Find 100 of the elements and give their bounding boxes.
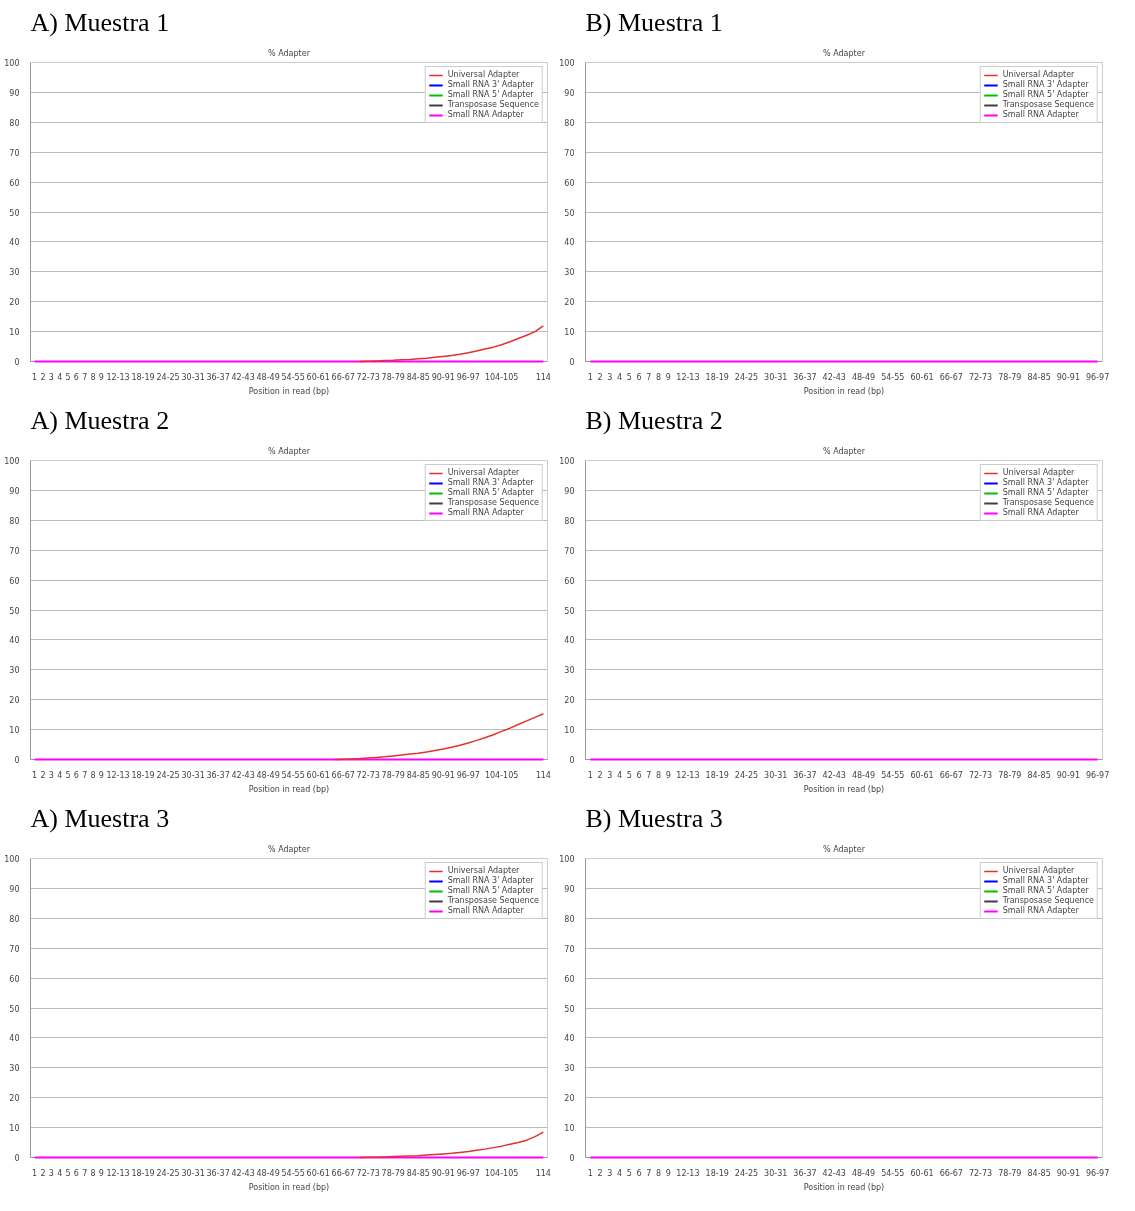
y-tick-label: 80 — [564, 118, 575, 128]
x-tick-label: 12-13 — [676, 372, 700, 382]
x-tick-label: 1 — [587, 1168, 593, 1178]
x-tick-label: 6 — [636, 1168, 642, 1178]
x-tick-label: 18-19 — [131, 372, 155, 382]
chart-subtitle: % Adapter — [823, 48, 866, 58]
x-tick-label: 12-13 — [106, 770, 130, 780]
x-tick-label: 54-55 — [881, 1168, 905, 1178]
x-tick-label: 8 — [656, 770, 662, 780]
x-tick-label: 7 — [82, 770, 88, 780]
x-tick-label: 42-43 — [231, 372, 255, 382]
x-tick-label: 3 — [607, 1168, 613, 1178]
legend-label: Small RNA 3' Adapter — [447, 478, 534, 487]
x-tick-label: 18-19 — [131, 770, 155, 780]
x-tick-label: 1 — [32, 1168, 38, 1178]
x-tick-label: 5 — [65, 372, 71, 382]
x-tick-label: 48-49 — [851, 770, 876, 780]
chart-title: A) Muestra 2 — [30, 405, 170, 435]
y-tick-label: 20 — [9, 1094, 20, 1104]
x-tick-label: 2 — [597, 770, 603, 780]
y-tick-label: 80 — [564, 516, 575, 526]
y-tick-label: 90 — [564, 486, 575, 496]
x-tick-label: 78-79 — [998, 372, 1022, 382]
x-tick-label: 78-79 — [998, 770, 1022, 780]
y-tick-label: 60 — [564, 178, 575, 188]
y-tick-label: 70 — [564, 944, 575, 954]
x-tick-label: 6 — [73, 1168, 79, 1178]
y-tick-label: 100 — [559, 457, 575, 466]
x-tick-label: 8 — [656, 1168, 662, 1178]
x-tick-label: 66-67 — [939, 1168, 963, 1178]
y-tick-label: 90 — [9, 88, 20, 98]
x-tick-label: 60-61 — [910, 770, 934, 780]
x-tick-label: 90-91 — [1056, 1168, 1080, 1178]
x-tick-label: 18-19 — [705, 372, 729, 382]
x-tick-label: 36-37 — [793, 770, 817, 780]
x-tick-label: 114 — [535, 770, 551, 780]
chart-title: B) Muestra 1 — [585, 7, 723, 37]
x-tick-label: 42-43 — [822, 372, 846, 382]
legend-label: Small RNA 5' Adapter — [447, 488, 534, 497]
legend-label: Small RNA 5' Adapter — [1002, 90, 1089, 99]
legend-label: Small RNA 3' Adapter — [447, 80, 534, 89]
legend-label: Transposase Sequence — [447, 498, 539, 507]
x-tick-label: 7 — [82, 372, 88, 382]
y-tick-label: 20 — [564, 298, 575, 308]
y-tick-label: 100 — [559, 855, 575, 864]
x-tick-label: 3 — [607, 770, 613, 780]
x-tick-label: 72-73 — [968, 372, 993, 382]
x-tick-label: 96-97 — [1086, 1168, 1110, 1178]
chart-title: B) Muestra 2 — [585, 405, 723, 435]
y-tick-label: 100 — [4, 855, 20, 864]
x-tick-label: 66-67 — [331, 1168, 355, 1178]
x-tick-label: 90-91 — [431, 770, 455, 780]
x-tick-label: 60-61 — [306, 372, 330, 382]
x-tick-label: 66-67 — [939, 770, 963, 780]
y-tick-label: 0 — [569, 1154, 575, 1163]
x-tick-label: 5 — [626, 770, 632, 780]
y-tick-label: 90 — [564, 884, 575, 894]
x-tick-label: 4 — [57, 1168, 63, 1178]
y-tick-label: 40 — [9, 238, 20, 248]
x-tick-label: 3 — [48, 770, 54, 780]
legend-label: Transposase Sequence — [447, 100, 539, 109]
legend-label: Small RNA 3' Adapter — [1002, 876, 1089, 885]
y-tick-label: 100 — [559, 59, 575, 68]
x-tick-label: 60-61 — [910, 372, 934, 382]
y-tick-label: 0 — [569, 756, 575, 765]
x-tick-label: 30-31 — [764, 1168, 788, 1178]
x-tick-label: 2 — [597, 1168, 603, 1178]
y-tick-label: 0 — [569, 358, 575, 367]
x-tick-label: 9 — [98, 1168, 104, 1178]
y-tick-label: 10 — [564, 328, 575, 338]
chart-subtitle: % Adapter — [823, 446, 866, 456]
legend-label: Transposase Sequence — [1002, 498, 1094, 507]
x-tick-label: 72-73 — [356, 1168, 380, 1178]
x-tick-label: 9 — [665, 770, 671, 780]
y-tick-label: 50 — [9, 1004, 20, 1014]
x-tick-label: 66-67 — [939, 372, 963, 382]
x-tick-label: 24-25 — [734, 1168, 759, 1178]
y-tick-label: 20 — [564, 1094, 575, 1104]
x-tick-label: 12-13 — [106, 372, 130, 382]
legend-label: Small RNA Adapter — [447, 906, 524, 915]
y-tick-label: 80 — [9, 914, 20, 924]
x-tick-label: 12-13 — [676, 770, 700, 780]
x-tick-label: 54-55 — [281, 770, 305, 780]
chart-subtitle: % Adapter — [268, 844, 311, 854]
x-tick-label: 24-25 — [156, 372, 180, 382]
x-tick-label: 84-85 — [406, 1168, 430, 1178]
x-tick-label: 36-37 — [793, 1168, 817, 1178]
x-tick-label: 4 — [617, 372, 623, 382]
x-tick-label: 66-67 — [331, 770, 355, 780]
legend-label: Small RNA 3' Adapter — [1002, 80, 1089, 89]
y-tick-label: 30 — [564, 1064, 575, 1074]
x-tick-label: 2 — [597, 372, 603, 382]
x-tick-label: 114 — [535, 1168, 551, 1178]
x-tick-label: 36-37 — [206, 372, 230, 382]
x-tick-label: 78-79 — [381, 770, 405, 780]
y-tick-label: 0 — [14, 358, 20, 367]
x-tick-label: 96-97 — [1086, 372, 1110, 382]
y-tick-label: 50 — [9, 208, 20, 218]
legend-label: Small RNA Adapter — [1002, 110, 1079, 119]
y-tick-label: 50 — [9, 606, 20, 616]
